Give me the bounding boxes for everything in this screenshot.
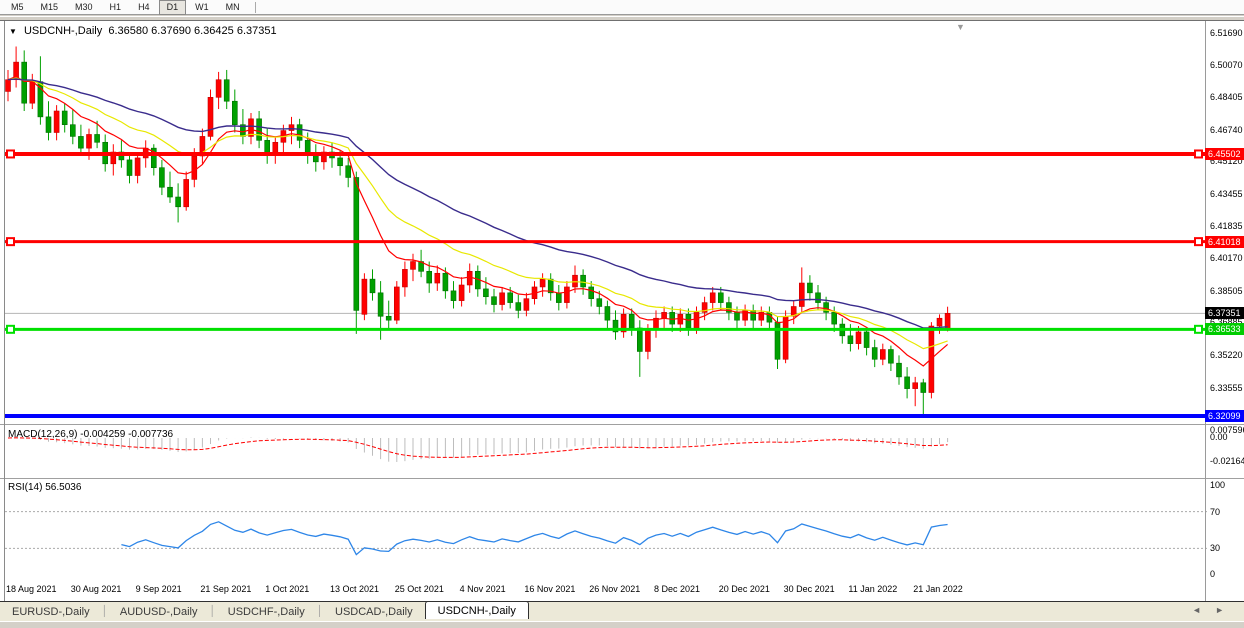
symbol-dropdown-icon[interactable]: ▼ (9, 27, 17, 36)
chart-tab-usdchfdaily[interactable]: USDCHF-,Daily (227, 605, 305, 618)
price-axis-label: 6.35220 (1210, 349, 1243, 360)
symbol-label: USDCNH-,Daily (23, 25, 103, 37)
price-axis-label: 6.51690 (1210, 28, 1243, 38)
bottom-strip (0, 621, 1244, 628)
price-axis-label: 6.50070 (1210, 59, 1243, 70)
date-axis-label: 30 Dec 2021 (783, 584, 835, 594)
ohlc-open: 6.36580 (108, 25, 149, 37)
chart-tab-usdcnhdaily[interactable]: USDCNH-,Daily (424, 601, 529, 619)
ohlc-close: 6.37351 (236, 25, 277, 37)
price-axis-label: 6.43455 (1210, 188, 1243, 199)
date-axis-label: 11 Jan 2022 (848, 584, 898, 594)
date-axis-label: 1 Oct 2021 (265, 584, 310, 594)
price-badge-6.32099: 6.32099 (1205, 410, 1244, 422)
rsi-axis-label: 30 (1210, 543, 1221, 554)
timeframe-button-d1[interactable]: D1 (158, 0, 187, 15)
price-badge-6.36533: 6.36533 (1205, 323, 1244, 336)
date-axis-label: 18 Aug 2021 (6, 584, 57, 594)
date-axis-label: 20 Dec 2021 (718, 584, 770, 594)
tab-separator: │ (316, 606, 323, 617)
tab-scroll-right-icon[interactable]: ► (1215, 605, 1238, 615)
chart-tab-eurusddaily[interactable]: EURUSD-,Daily (12, 605, 90, 618)
date-axis-label: 26 Nov 2021 (589, 584, 641, 594)
timeframe-button-w1[interactable]: W1 (195, 1, 209, 12)
macd-name: MACD(12,26,9) (8, 429, 78, 440)
macd-axis-label: -0.02164 (1210, 456, 1244, 466)
macd-indicator-label: MACD(12,26,9) -0.004259 -0.007736 (8, 429, 173, 440)
price-axis-label: 6.40170 (1210, 253, 1243, 264)
timeframe-toolbar: M5 M15 M30 H1 H4 D1 W1 MN (0, 0, 1244, 15)
tab-separator: │ (101, 606, 108, 617)
rsi-name: RSI(14) (8, 482, 43, 493)
toolbar-groove (0, 16, 1244, 20)
date-axis-label: 16 Nov 2021 (524, 584, 576, 594)
date-axis-label: 9 Sep 2021 (135, 584, 182, 594)
price-axis-label: 6.38505 (1210, 285, 1243, 296)
timeframe-button-h1[interactable]: H1 (109, 1, 122, 12)
macd-value: -0.004259 (80, 429, 126, 440)
timeframe-button-m15[interactable]: M15 (40, 1, 59, 12)
timeframe-button-h4[interactable]: H4 (138, 1, 150, 12)
tab-scroll-left-icon[interactable]: ◄ (1192, 605, 1216, 615)
macd-axis-label: 0.00 (1210, 432, 1228, 442)
chart-window[interactable]: ▼ USDCNH-,Daily 6.36580 6.37690 6.36425 … (0, 20, 1244, 602)
timeframe-button-m5[interactable]: M5 (11, 1, 24, 12)
price-axis-label: 6.36885 (1210, 317, 1243, 327)
price-axis-label: 6.33555 (1210, 382, 1243, 393)
date-axis-label: 30 Aug 2021 (70, 584, 122, 594)
timeframe-button-mn[interactable]: MN (225, 1, 240, 12)
chart-tab-bar: EURUSD-,Daily │ AUDUSD-,Daily │ USDCHF-,Dail… (0, 601, 1244, 621)
chart-tab-audusddaily[interactable]: AUDUSD-,Daily (119, 605, 198, 618)
ohlc-high: 6.37690 (151, 25, 191, 37)
ohlc-low: 6.36425 (194, 25, 234, 37)
chart-title: ▼ USDCNH-,Daily 6.36580 6.37690 6.36425 … (9, 25, 277, 37)
rsi-value: 56.5036 (45, 482, 82, 493)
rsi-axis-label: 0 (1210, 569, 1216, 579)
price-badge-6.37351: 6.37351 (1205, 307, 1244, 320)
chart-left-border (4, 21, 5, 602)
chart-tab-usdcaddaily[interactable]: USDCAD-,Daily (335, 605, 413, 618)
price-axis-label: 6.48405 (1210, 92, 1243, 103)
chart-shift-marker-icon[interactable]: ▼ (956, 22, 965, 32)
rsi-axis-label: 100 (1210, 480, 1226, 490)
price-badge-6.45502: 6.45502 (1205, 147, 1244, 160)
date-axis-label: 4 Nov 2021 (459, 584, 506, 594)
tab-separator: │ (209, 606, 216, 617)
toolbar-separator (254, 1, 256, 13)
date-axis-label: 21 Jan 2022 (913, 584, 963, 594)
timeframe-button-m30[interactable]: M30 (75, 1, 93, 12)
price-axis-label: 6.45120 (1210, 156, 1243, 167)
macd-signal-value: -0.007736 (128, 429, 174, 440)
price-axis-label: 6.41835 (1210, 220, 1243, 231)
date-axis-label: 8 Dec 2021 (654, 584, 701, 594)
date-axis-label: 21 Sep 2021 (200, 584, 252, 594)
date-axis-label: 25 Oct 2021 (394, 584, 444, 594)
rsi-axis-label: 70 (1210, 506, 1221, 517)
macd-axis-label: 0.007596 (1210, 425, 1244, 435)
date-axis-label: 13 Oct 2021 (330, 584, 380, 594)
price-axis-label: 6.46740 (1210, 124, 1243, 135)
rsi-indicator-label: RSI(14) 56.5036 (8, 482, 81, 493)
price-badge-6.41018: 6.41018 (1205, 235, 1244, 248)
price-chart-canvas[interactable] (0, 21, 1244, 602)
